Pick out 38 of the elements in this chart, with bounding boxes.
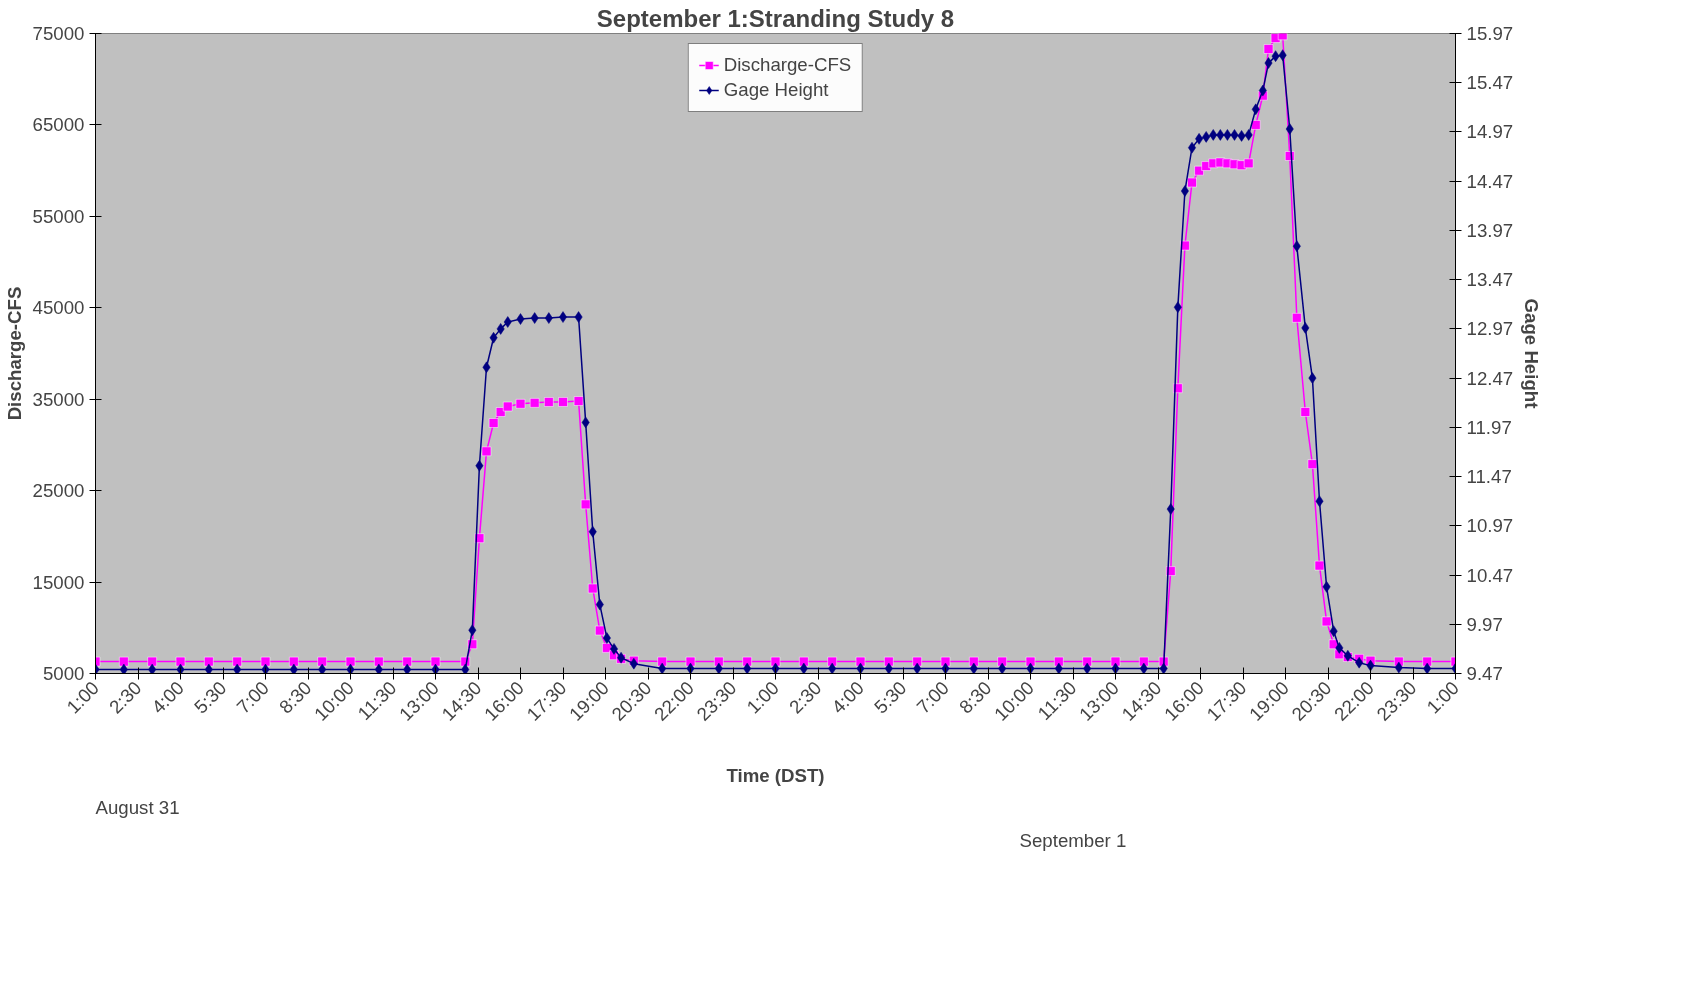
y-axis-title: Discharge-CFS bbox=[3, 286, 25, 421]
y2-tick-label: 12.47 bbox=[1466, 367, 1514, 389]
y2-tick-label: 15.97 bbox=[1466, 23, 1514, 44]
y-tick-label: 65000 bbox=[32, 114, 85, 136]
x-axis-title: Time (DST) bbox=[726, 765, 825, 787]
x-tick-label: 5:30 bbox=[869, 677, 911, 718]
y-tick-label: 5000 bbox=[43, 663, 85, 684]
y2-tick-label: 12.97 bbox=[1466, 318, 1514, 340]
y2-tick-label: 14.97 bbox=[1466, 121, 1514, 143]
y2-axis-title: Gage Height bbox=[1521, 298, 1543, 409]
y2-tick-label: 9.47 bbox=[1466, 663, 1503, 684]
text: September 1 bbox=[1019, 829, 1127, 851]
text: August 31 bbox=[95, 796, 180, 818]
y-tick-label: 45000 bbox=[32, 297, 85, 319]
y2-tick-label: 13.47 bbox=[1466, 269, 1514, 291]
x-tick-label: 4:00 bbox=[827, 677, 868, 718]
y-tick-label: 75000 bbox=[32, 23, 85, 44]
chart-title: September 1:Stranding Study 8 bbox=[596, 4, 955, 32]
x-tick-label: 7:00 bbox=[232, 677, 273, 718]
y-tick-label: 25000 bbox=[32, 480, 85, 502]
y2-tick-label: 14.47 bbox=[1466, 170, 1514, 192]
x-tick-label: 8:30 bbox=[954, 677, 996, 718]
x-tick-label: 7:00 bbox=[912, 677, 953, 718]
y2-tick-label: 15.47 bbox=[1466, 72, 1514, 94]
y2-tick-label: 10.47 bbox=[1466, 564, 1514, 586]
y2-tick-label: 11.47 bbox=[1466, 466, 1512, 488]
x-tick-label: 5:30 bbox=[189, 677, 231, 718]
y-tick-label: 15000 bbox=[32, 571, 85, 593]
y2-tick-label: 11.97 bbox=[1466, 416, 1512, 438]
y-tick-label: 55000 bbox=[32, 205, 85, 227]
y2-tick-label: 10.97 bbox=[1466, 515, 1514, 537]
x-tick-label: 4:00 bbox=[147, 677, 188, 718]
y2-tick-label: 13.97 bbox=[1466, 219, 1514, 241]
x-tick-label: 8:30 bbox=[274, 677, 316, 718]
y-tick-label: 35000 bbox=[32, 388, 85, 410]
legend-label: Gage Height bbox=[723, 79, 829, 101]
legend-label: Discharge-CFS bbox=[723, 54, 852, 76]
y2-tick-label: 9.97 bbox=[1466, 613, 1503, 635]
